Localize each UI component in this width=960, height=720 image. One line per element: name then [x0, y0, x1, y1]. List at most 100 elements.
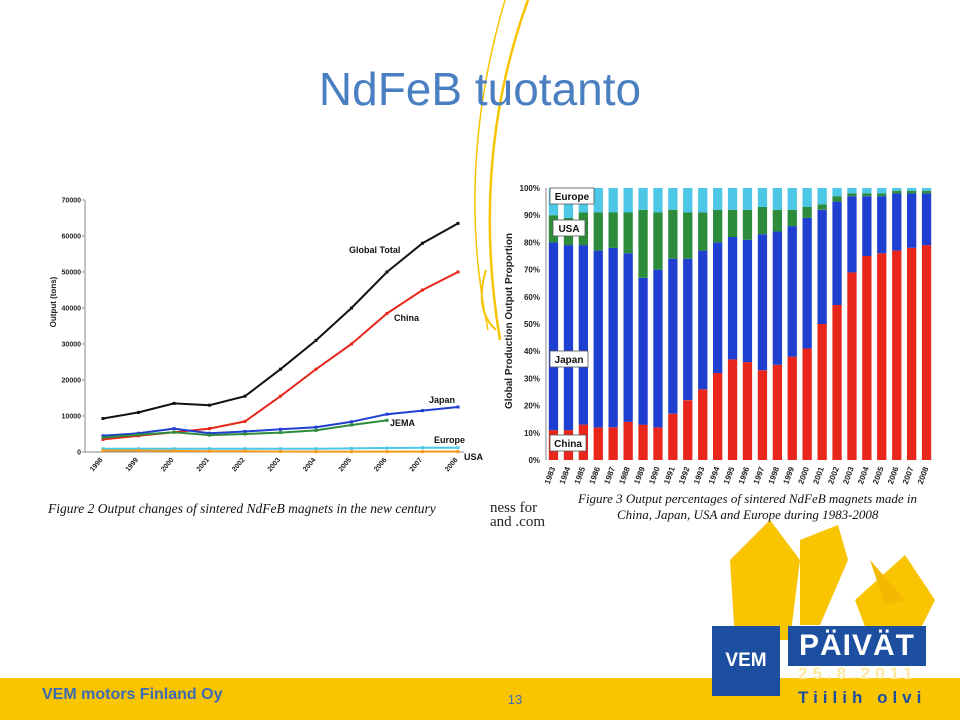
bar-segment [757, 370, 768, 460]
paivat-logo-text: PÄIVÄT [798, 629, 915, 662]
x-tick-label: 1989 [632, 465, 647, 485]
bar-segment [698, 389, 708, 460]
x-tick-label: 1991 [662, 465, 677, 485]
series-label: China [394, 313, 420, 323]
bar-segment [862, 188, 872, 194]
data-point [137, 410, 140, 414]
bar-segment [653, 188, 663, 213]
bar-segment [847, 188, 857, 194]
legend-label: Europe [555, 192, 590, 203]
bar-segment [802, 188, 812, 207]
x-tick-label: 1999 [125, 457, 140, 474]
bar-segment [593, 188, 603, 213]
bar-segment [623, 421, 633, 460]
y-tick-label: 20% [524, 402, 540, 411]
bar-segment [698, 250, 708, 390]
data-point [243, 394, 247, 398]
data-point [101, 436, 105, 440]
data-point [421, 288, 424, 292]
series-line [102, 271, 459, 441]
bar-segment [877, 253, 887, 460]
bar-segment [832, 305, 842, 460]
y-tick-label: 90% [524, 211, 540, 220]
data-point [350, 306, 353, 310]
bar-segment [877, 188, 887, 194]
bar-segment [668, 258, 678, 414]
y-tick-label: 30000 [62, 342, 82, 349]
event-venue: Tiilih olvi [798, 688, 927, 707]
bar-segment [638, 424, 648, 460]
bar-segment [653, 427, 663, 460]
legend-box [549, 187, 595, 205]
series-label: JEMA [390, 418, 416, 428]
data-point [456, 221, 460, 225]
bar-segment [921, 188, 932, 191]
y-axis-label: Output (tons) [49, 276, 58, 327]
bar-segment [653, 212, 663, 270]
bar-segment [847, 193, 857, 197]
line-chart: 0 10000 20000 30000 40000 50000 60000 70000 199… [47, 198, 484, 517]
bar-segment [787, 356, 797, 460]
data-point [385, 412, 389, 416]
x-tick-label: 1997 [752, 465, 767, 485]
data-point [208, 403, 211, 407]
bar-segment [683, 188, 693, 213]
x-tick-label: 1985 [573, 465, 588, 485]
legend-box [552, 219, 586, 237]
data-point [385, 450, 389, 454]
y-tick-label: 60% [524, 293, 540, 302]
chart-caption: Figure 2 Output changes of sintered NdFe… [47, 501, 436, 516]
data-point [350, 420, 353, 424]
bar-segment [683, 400, 693, 460]
bar-segment [877, 196, 887, 254]
bar-segment [787, 209, 797, 227]
data-point [172, 401, 176, 405]
chart-caption-line2: China, Japan, USA and Europe during 1983… [617, 507, 879, 522]
data-point [421, 409, 424, 413]
bar-segment [608, 212, 618, 248]
bar-segment [921, 245, 932, 460]
bar-segment [548, 242, 559, 431]
data-point [385, 418, 389, 422]
x-tick-label: 1986 [588, 465, 603, 485]
data-point [208, 447, 211, 451]
x-tick-label: 1992 [677, 465, 692, 485]
series-label: Japan [429, 395, 455, 405]
y-tick-label: 0% [528, 456, 540, 465]
bar-segment [623, 188, 633, 213]
footer-bar [0, 678, 960, 720]
bar-segment [802, 207, 812, 218]
data-point [314, 428, 318, 432]
y-tick-label: 50% [524, 320, 540, 329]
legend-label: China [554, 439, 582, 450]
x-tick-label: 2001 [811, 465, 826, 485]
x-tick-label: 2003 [267, 457, 282, 474]
page-number: 13 [507, 692, 523, 707]
legend-label: USA [558, 224, 579, 235]
bar-segment [638, 188, 648, 210]
data-point [421, 446, 424, 450]
data-point [137, 433, 140, 437]
bar-segment [787, 226, 797, 357]
bar-segment [742, 239, 753, 363]
bar-segment [862, 196, 872, 256]
data-point [137, 447, 140, 451]
bar-segment [772, 209, 782, 232]
bar-segment [593, 427, 603, 460]
bar-segment [742, 209, 753, 240]
bar-segment [757, 234, 768, 371]
data-point [314, 450, 318, 454]
bar-segment [832, 201, 842, 305]
x-tick-label: 2007 [409, 457, 424, 474]
data-point [101, 417, 105, 421]
x-tick-label: 2005 [871, 465, 886, 485]
data-point [385, 311, 389, 315]
x-tick-label: 2003 [841, 465, 856, 485]
bar-segment [742, 362, 753, 460]
y-tick-label: 60000 [62, 234, 82, 241]
bar-segment [892, 250, 902, 460]
y-tick-label: 70% [524, 266, 540, 275]
x-tick-label: 2005 [338, 457, 353, 474]
bar-segment [772, 231, 782, 365]
data-point [279, 449, 282, 453]
